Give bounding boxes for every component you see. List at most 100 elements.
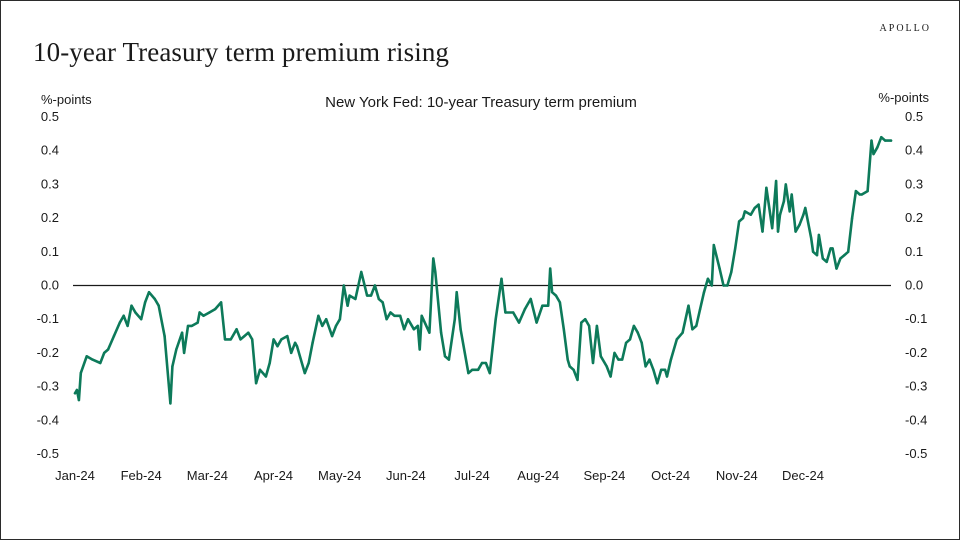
data-point [428,331,431,334]
data-point [644,365,647,368]
data-point [648,358,651,361]
data-point [214,307,217,311]
data-point [722,284,725,287]
y-tick-label-right: -0.4 [905,412,927,427]
data-point [876,146,879,149]
data-point [338,318,342,321]
data-point [348,294,351,297]
data-point [850,216,854,220]
data-point [821,257,824,260]
x-tick-label: Mar-24 [187,468,228,483]
data-point [251,338,254,341]
data-point [765,186,768,189]
x-tick-label: Sep-24 [583,468,625,483]
data-point [190,324,193,328]
series-group [73,135,893,405]
data-point [572,368,575,371]
data-point [535,321,538,324]
data-point [153,297,156,301]
x-tick-label: Oct-24 [651,468,690,483]
data-point [617,358,620,361]
y-tick-label-left: 0.5 [41,109,59,124]
data-point [147,291,151,294]
data-point [695,324,698,328]
data-point [389,311,392,314]
y-axis-label-left: %-points [41,92,92,107]
y-axis-label-right: %-points [878,90,929,105]
y-tick-label-left: 0.2 [41,210,59,225]
y-tick-label-right: -0.5 [905,446,927,461]
data-point [880,136,883,139]
data-point [198,311,201,314]
data-point [665,375,669,378]
y-tick-label-right: -0.3 [905,379,927,394]
data-point [858,193,861,196]
data-point [660,368,663,371]
data-point [295,345,299,348]
data-point [835,267,838,270]
x-tick-label: Nov-24 [716,468,758,483]
y-tick-label-right: 0.4 [905,143,923,158]
data-point [784,183,787,186]
data-point [126,324,129,328]
data-point [839,257,842,260]
data-point [346,304,349,307]
data-point [778,213,782,216]
data-point [223,338,227,341]
data-point [91,358,94,361]
data-point [276,345,279,348]
data-point [432,257,435,260]
data-point [831,247,834,250]
data-point [73,392,77,395]
data-point [85,355,88,358]
data-point [843,254,846,257]
data-point [517,321,521,324]
data-point [621,358,624,361]
x-tick-label: Feb-24 [121,468,162,483]
data-point [788,210,791,213]
data-point [157,304,160,307]
data-point [402,328,406,331]
data-point [303,371,306,375]
data-point [317,314,320,317]
x-axis: Jan-24 Feb-24 Mar-24 Apr-24 May-24 Jun-24 Jul-… [55,468,824,483]
data-point [180,331,184,334]
data-point [494,318,497,321]
data-point [434,270,437,274]
data-point [476,368,480,371]
data-point [175,348,178,351]
data-point [453,318,456,321]
data-point [675,338,678,341]
data-point [112,334,116,338]
data-point [790,193,793,196]
data-point [825,260,828,264]
data-point [669,358,673,361]
data-point [663,368,667,371]
data-point [636,331,639,334]
data-point [254,382,258,385]
data-point [847,250,850,253]
data-point [541,304,544,307]
chart-subtitle: New York Fed: 10-year Treasury term prem… [325,94,637,111]
data-point [811,250,815,253]
data-point [219,301,223,304]
y-tick-label-left: 0.1 [41,244,59,259]
data-point [512,311,515,314]
y-tick-label-left: -0.2 [37,345,59,360]
data-point [334,324,338,328]
data-point [420,314,423,317]
data-point [373,284,377,287]
data-point [562,328,565,331]
data-point [860,193,863,196]
y-tick-label-left: -0.1 [37,311,59,326]
data-point [640,341,643,344]
data-point [321,324,324,328]
data-point [484,361,488,365]
data-point [652,368,655,371]
data-point [342,284,345,287]
data-point [239,338,242,341]
data-point [406,318,410,321]
data-point [412,328,416,331]
data-point [268,361,271,365]
